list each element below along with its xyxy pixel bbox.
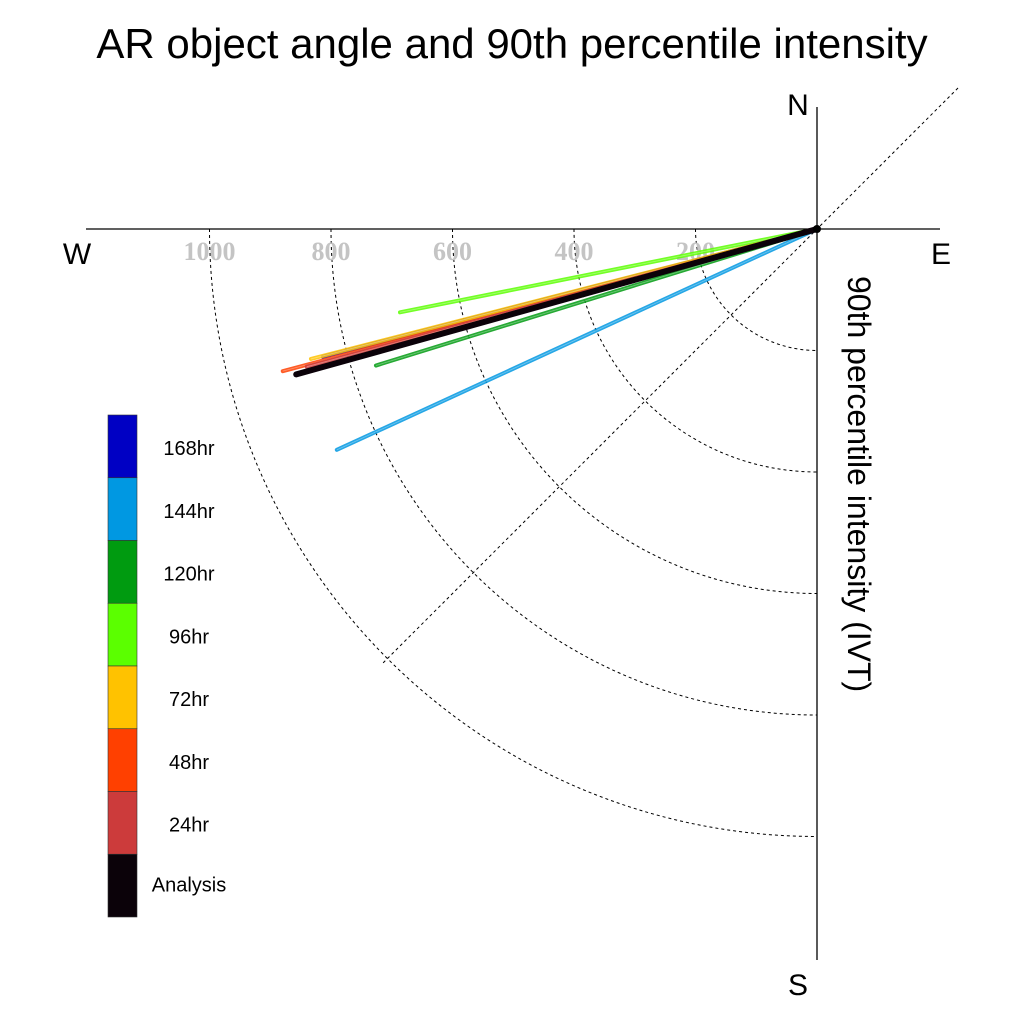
- legend-swatch-48hr: [107, 728, 138, 792]
- radial-tick-label: 800: [312, 237, 351, 266]
- vector-144hr: [334, 227, 819, 452]
- legend-label-analysis: Analysis: [152, 874, 226, 896]
- legend-label-72hr: 72hr: [169, 689, 209, 711]
- compass-east-label: E: [931, 238, 951, 271]
- legend-label-96hr: 96hr: [169, 626, 209, 648]
- radial-tick-labels: 2004006008001000: [184, 237, 716, 266]
- radial-axis-label: 90th percentile intensity (IVT): [841, 276, 877, 692]
- legend-label-48hr: 48hr: [169, 752, 209, 774]
- legend-label-24hr: 24hr: [169, 815, 209, 837]
- legend: 168hr 144hr 120hr 96hr 72hr 48hr 24hr Analysis: [107, 414, 226, 918]
- grid-arc-1000: [209, 228, 818, 837]
- series-vectors: [280, 225, 821, 452]
- legend-swatch-analysis: [107, 853, 138, 918]
- grid-layer: [209, 86, 960, 837]
- vector-analysis: [293, 226, 820, 378]
- compass-axes: N S E W: [63, 89, 951, 1002]
- grid-diagonal: [382, 86, 960, 664]
- legend-label-168hr: 168hr: [163, 438, 214, 460]
- origin-point: [813, 225, 821, 233]
- vector-highlight-144hr: [336, 228, 818, 451]
- compass-north-label: N: [787, 89, 809, 122]
- radial-tick-label: 1000: [184, 237, 236, 266]
- legend-swatch-120hr: [107, 540, 138, 604]
- vector-96hr: [397, 227, 819, 315]
- grid-arc-800: [330, 228, 818, 716]
- legend-label-120hr: 120hr: [163, 564, 214, 586]
- legend-swatch-168hr: [107, 414, 138, 479]
- grid-arc-400: [573, 228, 818, 473]
- legend-swatch-72hr: [107, 665, 138, 730]
- legend-label-144hr: 144hr: [163, 501, 214, 523]
- legend-swatch-144hr: [107, 477, 138, 541]
- legend-swatch-24hr: [107, 791, 138, 855]
- legend-swatch-96hr: [107, 602, 138, 667]
- radial-tick-label: 600: [433, 237, 472, 266]
- compass-west-label: W: [63, 238, 92, 271]
- radial-tick-label: 400: [555, 237, 594, 266]
- chart-title: AR object angle and 90th percentile inte…: [96, 20, 927, 67]
- vector-highlight-96hr: [399, 228, 818, 313]
- compass-south-label: S: [788, 969, 808, 1002]
- grid-arc-600: [452, 228, 818, 594]
